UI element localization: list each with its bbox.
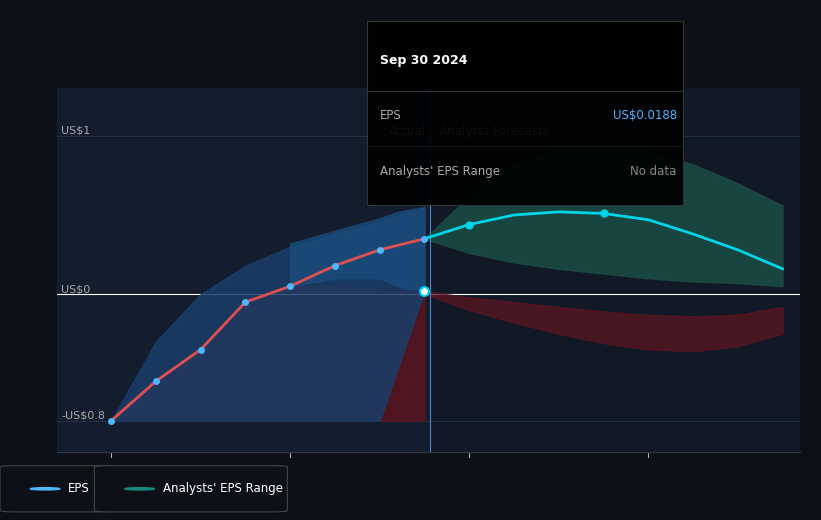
Circle shape: [125, 488, 154, 490]
Point: [149, 377, 163, 385]
Point: [463, 220, 476, 229]
Text: Analysts' EPS Range: Analysts' EPS Range: [379, 165, 500, 178]
Point: [194, 345, 207, 354]
Point: [418, 287, 431, 295]
Bar: [57, 88, 430, 452]
Text: No data: No data: [631, 165, 677, 178]
Point: [374, 245, 387, 254]
FancyBboxPatch shape: [0, 466, 115, 512]
Text: Sep 30 2024: Sep 30 2024: [379, 54, 467, 67]
Text: US$0.0188: US$0.0188: [612, 109, 677, 122]
Circle shape: [30, 488, 60, 490]
Point: [418, 235, 431, 243]
Point: [283, 282, 296, 290]
Text: Analysts' EPS Range: Analysts' EPS Range: [163, 483, 282, 495]
Point: [597, 209, 610, 217]
Text: US$0: US$0: [61, 284, 90, 294]
Text: Actual: Actual: [389, 125, 426, 138]
Point: [104, 417, 117, 425]
Text: US$1: US$1: [61, 126, 90, 136]
Text: Analysts Forecasts: Analysts Forecasts: [438, 125, 548, 138]
Point: [328, 262, 342, 270]
Point: [239, 298, 252, 306]
Text: EPS: EPS: [379, 109, 401, 122]
Text: -US$0.8: -US$0.8: [61, 411, 105, 421]
FancyBboxPatch shape: [94, 466, 287, 512]
Text: EPS: EPS: [68, 483, 89, 495]
